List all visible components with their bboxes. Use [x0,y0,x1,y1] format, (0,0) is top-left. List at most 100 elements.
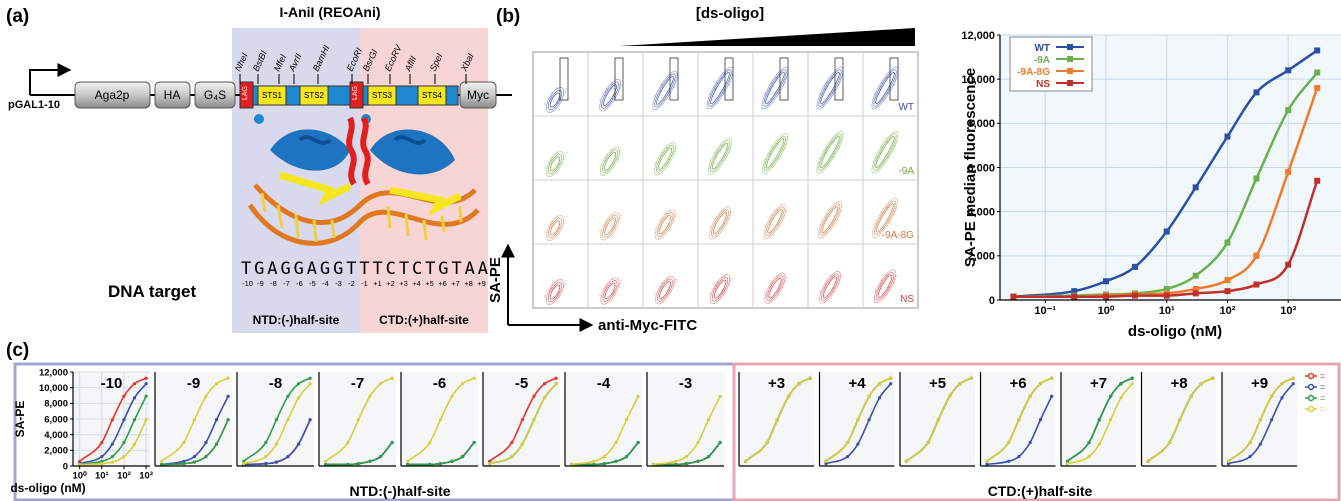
data-point [1192,285,1199,292]
flow-contour [547,153,563,175]
data-point [845,455,850,459]
data-point [264,440,268,445]
flow-dot [550,223,552,225]
data-point [808,376,812,380]
series-group [743,376,812,463]
data-point [1097,418,1101,422]
data-point [214,442,219,446]
flow-contour [711,276,729,302]
data-point [1167,440,1172,445]
flow-dot [618,285,620,287]
flow-dot [728,84,730,86]
structure-cartoon [247,116,480,246]
flow-dot [620,215,622,217]
flow-dot [612,164,614,166]
flow-dot [605,286,607,288]
flow-dot [544,167,546,169]
flow-dot [881,212,883,214]
flow-contour [765,206,785,237]
flow-dot [770,284,772,286]
flow-contour [602,280,618,302]
series-group [242,376,312,467]
flow-contour [656,212,674,238]
flow-dot [674,83,676,85]
flow-contour [547,89,563,111]
flow-dot [709,160,711,162]
legend-marker [1067,56,1073,62]
flow-dot [721,211,723,213]
flow-dot [605,157,607,159]
data-point [204,455,208,459]
data-point [78,459,82,463]
data-point [1071,288,1078,295]
data-point [378,455,383,459]
flow-dot [778,221,780,223]
flow-dot [557,230,559,232]
x-tick-label: 10² [1220,305,1236,317]
data-point [706,418,711,422]
data-point [1050,376,1054,380]
flow-dot [880,149,882,151]
flow-dot [604,289,606,291]
flow-dot [716,216,718,218]
position-label: +6 [438,279,447,288]
data-point [706,455,711,459]
module-label: Myc [467,88,489,102]
position-label: +8 [464,279,473,288]
data-point [592,459,596,463]
flow-dot [565,216,567,218]
data-point [867,418,871,422]
module-box [299,85,329,106]
data-point [775,418,779,422]
data-point [192,455,196,459]
flow-dot [764,225,766,227]
flow-dot [777,92,779,94]
flow-dot [723,223,725,225]
data-point [1102,293,1109,300]
panel-title: +5 [929,375,946,392]
flow-dot [565,88,567,90]
flow-dot [769,287,771,289]
flow-dot [675,80,677,82]
flow-dot [565,152,567,154]
position-label: -7 [283,279,290,288]
flow-gate [559,57,569,101]
flow-contour [604,282,616,300]
flow-dot [667,292,669,294]
panel-title: +8 [1170,375,1187,392]
data-point [100,440,104,445]
flow-contour [768,277,782,299]
construct-title: I-AniI (REOAni) [279,4,380,20]
data-point [624,455,629,459]
ctd-region [360,28,488,333]
data-point [460,455,465,459]
flow-dot [619,218,621,220]
flow-dot [729,215,731,217]
data-point [78,462,82,467]
flow-dot [618,156,620,158]
chart: -7 [318,372,396,467]
data-point [636,394,640,398]
concentration-wedge [620,28,915,46]
data-point [488,459,492,463]
data-point [1130,382,1134,386]
data-point [296,382,301,386]
data-point [1178,418,1182,422]
flow-dot [832,223,834,225]
flow-dot [729,281,731,283]
data-point [264,462,268,466]
position-label: -4 [322,279,329,288]
flow-dot [879,152,881,154]
data-point [1028,440,1032,445]
flow-dot [714,88,716,90]
x-tick-label: 10¹ [95,471,109,482]
data-point [1211,376,1215,380]
data-point [390,376,394,380]
data-point [110,455,114,459]
flow-dot [660,285,662,287]
legend-marker [1307,383,1315,391]
panel-title: -10 [101,375,123,392]
flow-dot [722,292,724,294]
flow-dot [668,91,670,93]
flow-dot [839,279,841,281]
